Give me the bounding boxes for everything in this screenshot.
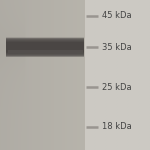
Bar <box>6 42 84 52</box>
Bar <box>6 38 84 57</box>
Bar <box>6 43 84 52</box>
Bar <box>6 40 84 54</box>
Bar <box>6 42 84 52</box>
Bar <box>6 39 84 56</box>
Bar <box>8 50 82 53</box>
Bar <box>6 40 84 55</box>
Bar <box>6 40 84 55</box>
Bar <box>6 42 84 52</box>
Bar <box>6 41 84 54</box>
Bar <box>8 42 82 53</box>
Bar <box>6 38 84 56</box>
Bar <box>6 38 84 57</box>
Bar <box>6 40 84 54</box>
Bar <box>6 40 84 54</box>
Text: 25 kDa: 25 kDa <box>102 82 132 91</box>
Bar <box>6 39 84 56</box>
Bar <box>6 40 84 55</box>
Bar <box>6 38 84 56</box>
Bar <box>6 40 84 54</box>
Bar <box>6 38 84 57</box>
Bar <box>6 44 84 50</box>
Bar <box>6 43 84 51</box>
Bar <box>6 43 84 51</box>
Bar <box>6 44 84 51</box>
Bar <box>6 41 84 53</box>
Text: 35 kDa: 35 kDa <box>102 43 132 52</box>
Text: 45 kDa: 45 kDa <box>102 11 132 20</box>
Bar <box>6 44 84 51</box>
Bar <box>6 42 84 52</box>
Text: 18 kDa: 18 kDa <box>102 122 132 131</box>
Bar <box>6 42 84 53</box>
Bar <box>6 41 84 54</box>
Bar <box>6 43 84 52</box>
Bar <box>6 44 84 51</box>
Bar <box>6 41 84 53</box>
Bar <box>6 42 84 53</box>
Bar <box>6 39 84 55</box>
Bar <box>6 39 84 56</box>
Bar <box>6 39 84 55</box>
Bar <box>6 41 84 53</box>
Bar <box>6 43 84 52</box>
Bar <box>6 44 84 51</box>
Bar <box>6 39 84 56</box>
Bar <box>6 38 84 57</box>
